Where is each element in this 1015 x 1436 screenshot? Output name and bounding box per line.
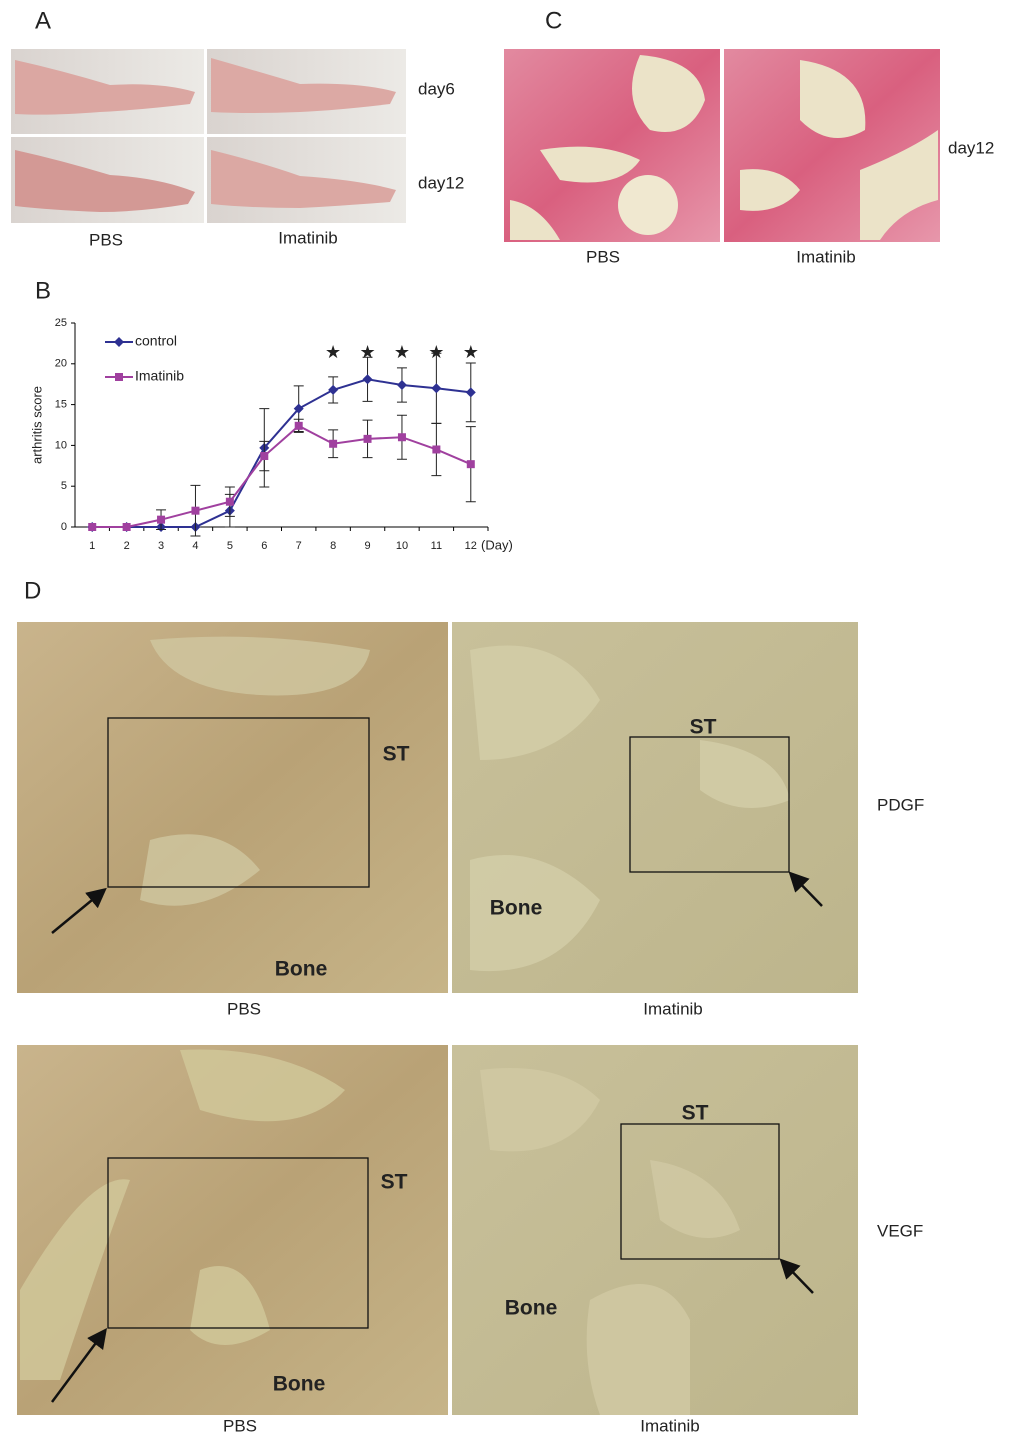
- significance-mark: ★: [394, 342, 410, 362]
- x-tick-label: 7: [296, 540, 302, 552]
- column-label: Imatinib: [643, 999, 703, 1018]
- point: [157, 516, 165, 524]
- point: [467, 460, 475, 468]
- y-tick-label: 15: [55, 399, 67, 411]
- y-tick-label: 5: [61, 480, 67, 492]
- x-tick-label: 11: [431, 540, 442, 552]
- row-label: day12: [418, 173, 464, 192]
- y-tick-label: 25: [55, 317, 67, 329]
- region-label: ST: [381, 1171, 408, 1194]
- x-axis-label: (Day): [481, 537, 513, 552]
- point: [329, 440, 337, 448]
- point: [328, 385, 338, 395]
- y-axis-label: arthritis score: [29, 386, 44, 464]
- tissue: [618, 175, 678, 235]
- point: [431, 383, 441, 393]
- point: [295, 422, 303, 430]
- point: [432, 445, 440, 453]
- x-tick-label: 12: [465, 540, 477, 552]
- x-tick-label: 3: [158, 540, 164, 552]
- point: [398, 433, 406, 441]
- panel-label: C: [545, 7, 562, 34]
- row-label: day6: [418, 79, 455, 98]
- region-label: Bone: [505, 1297, 558, 1320]
- column-label: PBS: [89, 230, 123, 249]
- legend-label: control: [135, 333, 177, 349]
- x-tick-label: 8: [330, 540, 336, 552]
- row-label: day12: [948, 138, 994, 157]
- legend-marker: [114, 337, 124, 347]
- y-tick-label: 10: [55, 439, 67, 451]
- region-label: ST: [690, 716, 717, 739]
- point: [191, 507, 199, 515]
- region-label: ST: [383, 743, 410, 766]
- x-tick-label: 5: [227, 540, 233, 552]
- y-tick-label: 20: [55, 358, 67, 370]
- figure: A day6 day12 PBS Imatinib C day12 PBS Im…: [0, 0, 1015, 1436]
- series-line: [92, 426, 471, 527]
- legend-label: Imatinib: [135, 368, 184, 384]
- x-tick-label: 1: [89, 540, 95, 552]
- region-label: Bone: [275, 958, 328, 981]
- legend-marker: [115, 373, 123, 381]
- column-label: Imatinib: [640, 1416, 700, 1435]
- histology: [504, 49, 940, 242]
- column-label: Imatinib: [278, 228, 338, 247]
- point: [226, 498, 234, 506]
- significance-mark: ★: [325, 342, 341, 362]
- point: [260, 452, 268, 460]
- significance-mark: ★: [359, 342, 375, 362]
- x-tick-label: 6: [261, 540, 267, 552]
- region-label: Bone: [273, 1373, 326, 1396]
- x-tick-label: 10: [396, 540, 408, 552]
- series-line: [92, 379, 471, 527]
- column-label: PBS: [227, 999, 261, 1018]
- panel-label: A: [35, 7, 51, 34]
- point: [466, 387, 476, 397]
- column-label: PBS: [223, 1416, 257, 1435]
- point: [88, 523, 96, 531]
- point: [397, 380, 407, 390]
- stain-label: PDGF: [877, 795, 924, 814]
- x-tick-label: 9: [364, 540, 370, 552]
- stain-label: VEGF: [877, 1221, 923, 1240]
- point: [123, 523, 131, 531]
- point: [364, 435, 372, 443]
- ihc-images: [17, 622, 858, 1415]
- panel-label: D: [24, 577, 41, 604]
- x-tick-label: 4: [192, 540, 198, 552]
- x-tick-label: 2: [124, 540, 130, 552]
- region-label: Bone: [490, 897, 543, 920]
- significance-mark: ★: [463, 342, 479, 362]
- significance-mark: ★: [428, 342, 444, 362]
- column-label: PBS: [586, 247, 620, 266]
- column-label: Imatinib: [796, 247, 856, 266]
- y-tick-label: 0: [61, 521, 67, 533]
- photo-grid: [11, 49, 406, 223]
- region-label: ST: [682, 1102, 709, 1125]
- panel-label: B: [35, 277, 51, 304]
- point: [363, 374, 373, 384]
